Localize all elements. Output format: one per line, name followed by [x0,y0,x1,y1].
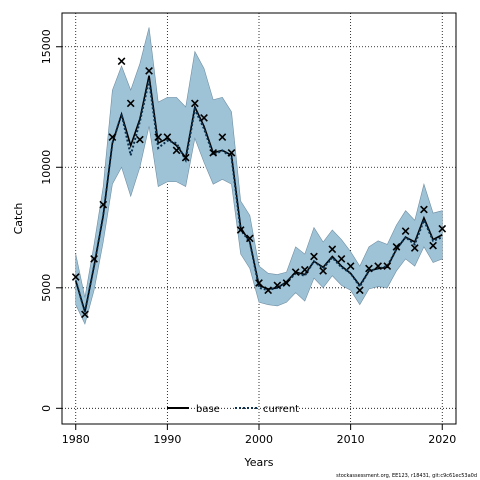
y-tick-label-0: 0 [40,405,53,412]
legend-label-current: current [263,404,299,415]
observed-point-2000 [255,279,263,287]
legend-label-base: base [196,404,220,415]
observed-point-1981 [81,310,89,319]
observed-point-1984 [108,133,117,142]
x-tick-label-2010: 2010 [337,433,365,446]
x-tick-label-2020: 2020 [428,433,456,446]
observed-point-2006 [310,252,318,261]
y-tick-label-10000: 10000 [40,150,53,185]
x-tick-label-2000: 2000 [245,433,273,446]
observed-point-2005 [300,265,309,274]
x-axis: 1980 1990 2000 2010 2020 [62,424,456,446]
observed-point-1998 [236,226,245,234]
observed-point-2013 [374,262,382,270]
y-axis: 0 5000 10000 15000 [40,29,62,412]
footnote: stockassessment.org, EE123, r18431, git:… [336,473,477,479]
confidence-band [75,27,443,325]
observed-point-2007 [319,267,328,275]
observed-point-1989 [154,133,163,142]
observed-point-1982 [90,255,98,263]
observed-point-2003 [282,279,291,287]
series-line-current [74,80,443,313]
observed-point-1992 [181,153,190,162]
observed-point-2017 [410,244,419,252]
observed-point-1995 [209,148,218,157]
observed-point-2001 [264,286,273,295]
observed-markers [71,57,447,319]
y-axis-title: Catch [12,203,25,235]
observed-point-2014 [383,262,392,270]
observed-point-2020 [438,224,447,233]
observed-point-1997 [227,148,236,157]
observed-point-2016 [401,227,410,236]
observed-point-2015 [392,242,401,251]
observed-point-2002 [273,281,282,290]
observed-point-1991 [172,146,181,155]
x-tick-label-1990: 1990 [153,433,181,446]
observed-point-2011 [355,286,364,295]
observed-point-2008 [328,245,337,254]
observed-point-1985 [117,57,126,66]
legend: base current [167,404,299,415]
observed-point-1990 [163,133,172,142]
observed-point-1988 [145,66,153,75]
observed-point-1993 [190,99,199,108]
observed-point-2019 [429,241,437,250]
observed-point-1980 [71,273,80,281]
grid-lines [62,13,456,424]
observed-point-1996 [218,133,227,142]
y-tick-label-15000: 15000 [40,29,53,64]
observed-point-1983 [99,200,108,209]
observed-point-1987 [136,135,144,144]
observed-point-1986 [126,99,135,108]
observed-point-1999 [245,234,254,243]
observed-point-2010 [346,262,355,270]
observed-point-1994 [200,113,208,122]
y-tick-label-5000: 5000 [40,274,53,302]
x-axis-title: Years [243,456,273,469]
observed-point-2009 [337,255,346,263]
observed-point-2004 [291,268,300,277]
x-tick-label-1980: 1980 [62,433,90,446]
observed-point-2012 [365,264,373,273]
observed-point-2018 [420,205,428,214]
